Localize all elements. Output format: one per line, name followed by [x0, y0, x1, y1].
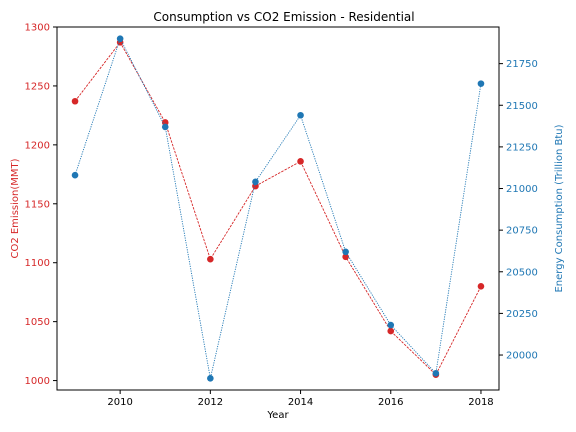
- series-layer: [72, 35, 485, 381]
- y-left-tick-label: 1050: [25, 317, 50, 328]
- plot-frame: [57, 27, 499, 390]
- y-left-tick-label: 1100: [25, 258, 50, 269]
- y-left-tick-label: 1150: [25, 199, 50, 210]
- y-left-tick-label: 1200: [25, 140, 50, 151]
- y-axis-right: 20000 20250 20500 20750 21000 21250 21500 21750: [499, 59, 538, 361]
- energy-point: [117, 35, 124, 42]
- energy-point: [433, 370, 440, 377]
- x-tick-label: 2010: [107, 397, 132, 408]
- y-right-tick-label: 20250: [506, 309, 538, 320]
- energy-point: [297, 112, 304, 119]
- x-tick-label: 2018: [468, 397, 493, 408]
- energy-point: [387, 322, 394, 329]
- co2-point: [297, 158, 304, 165]
- co2-point: [72, 98, 79, 105]
- y-axis-left-title: CO2 Emission(MMT): [10, 158, 21, 258]
- x-axis-title: Year: [266, 410, 289, 421]
- y-left-tick-label: 1000: [25, 376, 50, 387]
- energy-point: [252, 179, 259, 186]
- co2-point: [387, 328, 394, 335]
- series-line-energy: [75, 39, 481, 379]
- y-right-tick-label: 20000: [506, 351, 538, 362]
- x-tick-label: 2016: [378, 397, 403, 408]
- energy-point: [478, 80, 485, 87]
- y-right-tick-label: 21250: [506, 142, 538, 153]
- y-right-tick-label: 21000: [506, 184, 538, 195]
- x-tick-label: 2014: [288, 397, 313, 408]
- y-right-tick-label: 20500: [506, 267, 538, 278]
- x-tick-label: 2012: [198, 397, 223, 408]
- co2-point: [207, 256, 214, 263]
- series-line-co2: [75, 42, 481, 374]
- y-right-tick-label: 21750: [506, 59, 538, 70]
- y-right-tick-label: 20750: [506, 226, 538, 237]
- chart-title: Consumption vs CO2 Emission - Residentia…: [153, 10, 414, 24]
- energy-point: [162, 124, 169, 131]
- y-right-tick-label: 21500: [506, 101, 538, 112]
- y-axis-left: 1000 1050 1100 1150 1200 1250 1300: [25, 23, 57, 388]
- co2-point: [478, 283, 485, 290]
- y-axis-right-title: Energy Consumption (Trillion Btu): [554, 124, 565, 292]
- energy-point: [342, 248, 349, 255]
- energy-point: [72, 172, 79, 179]
- y-left-tick-label: 1250: [25, 81, 50, 92]
- x-axis: 2010 2012 2014 2016 2018: [107, 390, 493, 408]
- energy-point: [207, 375, 214, 382]
- y-left-tick-label: 1300: [25, 23, 50, 34]
